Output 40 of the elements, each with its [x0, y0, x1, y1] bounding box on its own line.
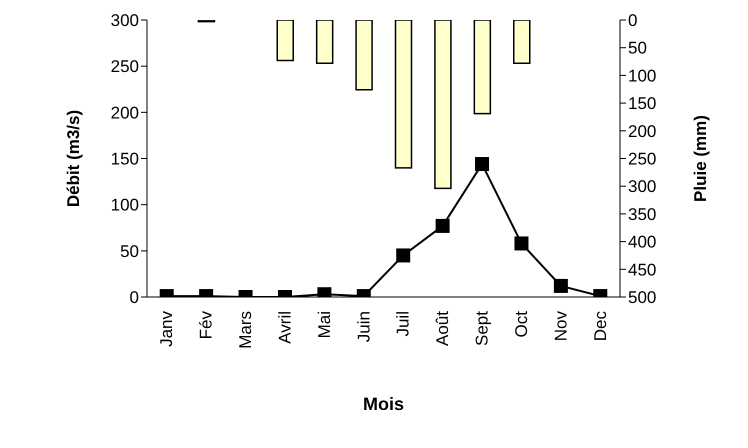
- bar: [276, 20, 294, 62]
- y2-tick-label: 350: [628, 204, 656, 224]
- y-tick-label: 0: [130, 288, 139, 308]
- x-tick-label: Nov: [551, 310, 570, 342]
- x-tick-label: Janv: [157, 310, 176, 347]
- bar: [316, 20, 334, 64]
- x-tick-label: Mai: [314, 311, 334, 338]
- bar: [513, 20, 530, 64]
- bar: [394, 20, 412, 169]
- y-tick-label: 50: [120, 242, 139, 261]
- y2-tick-label: 200: [628, 122, 656, 141]
- x-tick-label: Mars: [236, 311, 256, 349]
- y2-tick-label: 250: [628, 150, 656, 169]
- x-tick-label: Juil: [394, 311, 413, 337]
- y2-tick-label: 100: [628, 66, 656, 86]
- x-tick-label: Avril: [275, 311, 294, 344]
- x-tick-label: Fév: [196, 310, 216, 340]
- y-tick-label: 200: [110, 103, 139, 122]
- y2-tick-label: 0: [628, 11, 638, 30]
- y2-tick-label: 50: [628, 38, 647, 58]
- y2-tick-label: 150: [628, 94, 656, 114]
- y2-tick-label: 400: [628, 232, 656, 252]
- y2-tick-label: 300: [628, 177, 656, 196]
- bar: [474, 20, 492, 114]
- x-tick-label: Dec: [590, 310, 610, 342]
- x-axis-title: Mois: [362, 394, 404, 414]
- y2-tick-label: 500: [628, 288, 656, 308]
- y2-tick-label: 450: [628, 260, 656, 280]
- bar: [434, 20, 452, 190]
- x-tick-label: Sept: [472, 310, 492, 346]
- x-tick-label: Août: [433, 310, 452, 346]
- y-tick-label: 100: [110, 196, 139, 215]
- x-tick-label: Juin: [354, 311, 374, 342]
- y-tick-label: 150: [110, 150, 139, 169]
- bar: [355, 20, 373, 91]
- y-axis-title: Débit (m3/s): [64, 110, 84, 208]
- y-tick-label: 250: [110, 57, 139, 76]
- y-tick-label: 300: [110, 11, 139, 30]
- y2-axis-title: Pluie (mm): [691, 115, 710, 202]
- x-tick-label: Oct: [512, 310, 531, 338]
